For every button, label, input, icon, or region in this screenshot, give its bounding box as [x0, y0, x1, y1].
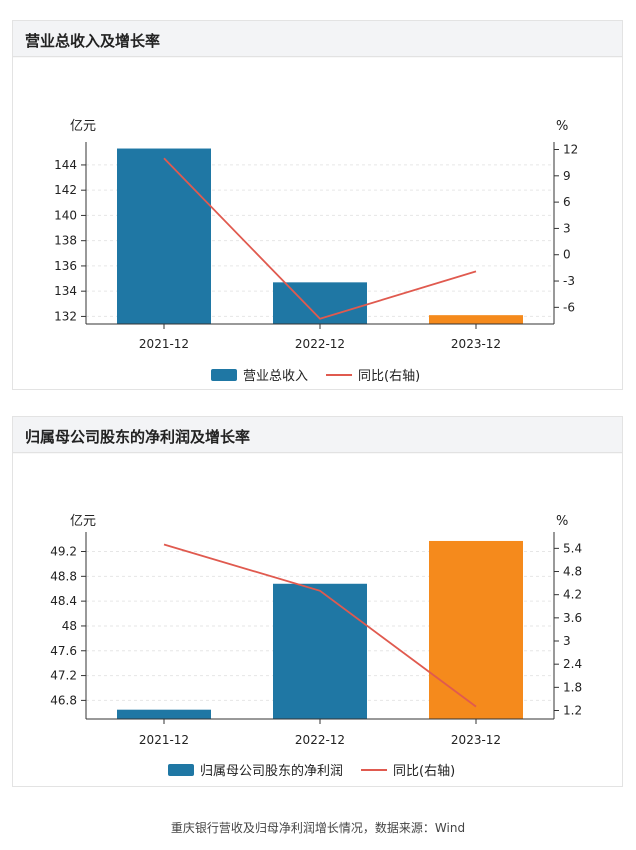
source-caption: 重庆银行营收及归母净利润增长情况，数据来源：Wind	[170, 821, 466, 835]
bar	[117, 709, 211, 719]
right-tick-label: 0	[563, 248, 571, 262]
right-axis-unit: %	[556, 119, 568, 134]
left-tick-label: 46.8	[50, 693, 77, 707]
right-tick-label: 4.8	[563, 565, 582, 579]
right-tick-label: -3	[563, 274, 575, 288]
right-tick-label: 4.2	[563, 588, 582, 602]
x-tick-label: 2021-12	[139, 337, 189, 351]
net-profit-plot-area: 46.8 47.2 47.6 48 48.4 48.8 49.2 1.2 1.8 2.4 3 3.6 4…	[13, 454, 622, 786]
bar	[273, 282, 367, 324]
chart-title: 归属母公司股东的净利润及增长率	[13, 417, 622, 453]
yoy-line	[163, 157, 477, 320]
left-tick-label: 140	[54, 208, 77, 222]
chart-title: 营业总收入及增长率	[13, 21, 622, 57]
revenue-chart: 132 134 136 138 140 142 144 -6 -3 0 3 6 9 12 2021-12 20…	[54, 119, 578, 384]
revenue-chart-panel: 营业总收入及增长率 132 134 136 138 140 142 144 -6 -3 0 3 6 9 1…	[12, 20, 623, 390]
x-tick-label: 2023-12	[451, 733, 501, 747]
left-tick-label: 132	[54, 309, 77, 323]
right-tick-label: 3.6	[563, 611, 582, 625]
left-tick-label: 144	[54, 158, 77, 172]
revenue-plot-area: 132 134 136 138 140 142 144 -6 -3 0 3 6 9 12 2021-12 20…	[13, 58, 622, 389]
left-tick-label: 136	[54, 259, 77, 273]
left-tick-label: 142	[54, 183, 77, 197]
right-tick-label: -6	[563, 300, 575, 314]
x-tick-label: 2023-12	[451, 337, 501, 351]
yoy-line	[163, 543, 477, 708]
left-tick-label: 134	[54, 284, 77, 298]
left-tick-label: 138	[54, 234, 77, 248]
bar	[117, 148, 211, 324]
right-tick-label: 12	[563, 143, 578, 157]
left-axis-unit: 亿元	[70, 119, 96, 134]
right-tick-label: 3	[563, 221, 571, 235]
right-tick-label: 9	[563, 169, 571, 183]
bar	[273, 583, 367, 719]
bar	[429, 315, 523, 324]
right-axis-unit: %	[556, 514, 568, 529]
net-profit-chart-panel: 归属母公司股东的净利润及增长率 46.8 47.2 47.6 48 48.4 48.8 49…	[12, 416, 623, 787]
left-axis-unit: 亿元	[70, 514, 96, 529]
bar	[429, 540, 523, 719]
legend-bar-swatch	[168, 764, 194, 776]
legend-bar-swatch	[211, 369, 237, 381]
left-tick-label: 48	[62, 619, 77, 633]
right-tick-label: 5.4	[563, 541, 582, 555]
left-tick-label: 48.4	[50, 594, 77, 608]
x-tick-label: 2022-12	[295, 733, 345, 747]
left-tick-label: 47.2	[50, 669, 77, 683]
legend-line-label: 同比(右轴)	[393, 764, 455, 779]
legend-bar-label: 营业总收入	[243, 369, 308, 384]
net-profit-chart: 46.8 47.2 47.6 48 48.4 48.8 49.2 1.2 1.8 2.4 3 3.6 4…	[50, 514, 582, 779]
left-tick-label: 48.8	[50, 569, 77, 583]
right-tick-label: 6	[563, 195, 571, 209]
right-tick-label: 2.4	[563, 657, 582, 671]
x-tick-label: 2021-12	[139, 733, 189, 747]
left-tick-label: 47.6	[50, 644, 77, 658]
left-tick-label: 49.2	[50, 545, 77, 559]
right-tick-label: 1.8	[563, 680, 582, 694]
right-tick-label: 1.2	[563, 704, 582, 718]
legend-line-label: 同比(右轴)	[358, 369, 420, 384]
x-tick-label: 2022-12	[295, 337, 345, 351]
right-tick-label: 3	[563, 634, 571, 648]
legend-bar-label: 归属母公司股东的净利润	[200, 763, 343, 779]
